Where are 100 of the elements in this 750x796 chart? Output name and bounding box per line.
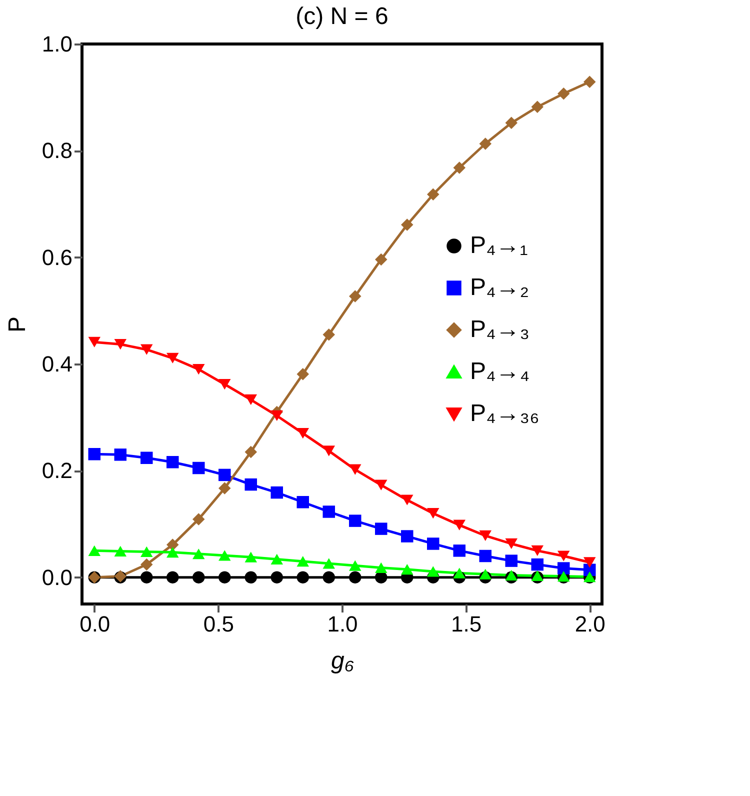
point bbox=[244, 478, 257, 491]
y-tick-label: 0.4 bbox=[42, 352, 72, 376]
point bbox=[505, 554, 518, 567]
point bbox=[557, 550, 570, 562]
point bbox=[531, 100, 544, 114]
y-tick-label: 0.0 bbox=[42, 564, 72, 590]
point bbox=[505, 116, 518, 130]
x-tick-label: 0.5 bbox=[203, 612, 234, 636]
point bbox=[114, 338, 127, 350]
point bbox=[88, 448, 101, 460]
point bbox=[322, 446, 335, 456]
point bbox=[557, 87, 570, 100]
point bbox=[427, 538, 440, 550]
point bbox=[140, 571, 153, 584]
x-axis-title: g₆ bbox=[330, 648, 354, 674]
point bbox=[192, 513, 205, 526]
point bbox=[296, 496, 309, 508]
point bbox=[401, 530, 414, 542]
point bbox=[349, 464, 362, 475]
point bbox=[427, 508, 440, 519]
point bbox=[401, 564, 414, 575]
y-tick-label: 1.0 bbox=[42, 32, 72, 56]
point bbox=[453, 544, 466, 557]
point bbox=[322, 558, 335, 569]
point bbox=[453, 162, 466, 174]
y-tick-label: 0.6 bbox=[42, 244, 72, 270]
point bbox=[140, 452, 153, 464]
chart-title: (c) N = 6 bbox=[296, 3, 388, 30]
point bbox=[401, 494, 414, 506]
point bbox=[218, 378, 231, 390]
point bbox=[349, 290, 362, 302]
point bbox=[270, 571, 283, 584]
point bbox=[166, 352, 179, 364]
point bbox=[583, 557, 596, 568]
point bbox=[349, 560, 362, 571]
legend-label: P₄→₂ bbox=[470, 274, 530, 301]
point bbox=[375, 522, 388, 535]
y-axis-title: P bbox=[4, 316, 31, 333]
point bbox=[140, 344, 153, 355]
point bbox=[192, 571, 205, 584]
point bbox=[531, 545, 544, 556]
x-tick-label: 2.0 bbox=[574, 612, 606, 636]
point bbox=[479, 138, 492, 150]
point bbox=[270, 486, 283, 499]
point bbox=[218, 571, 231, 584]
legend-label: P₄→₁ bbox=[470, 232, 528, 259]
point bbox=[505, 538, 518, 550]
point bbox=[531, 558, 544, 571]
point bbox=[349, 514, 362, 527]
point bbox=[166, 571, 179, 584]
point bbox=[453, 568, 466, 578]
point bbox=[349, 571, 362, 584]
point bbox=[296, 368, 309, 380]
legend-label: P₄→₄ bbox=[470, 358, 530, 385]
x-tick-label: 0.0 bbox=[80, 612, 110, 636]
point bbox=[244, 571, 257, 584]
point bbox=[270, 410, 283, 422]
point bbox=[479, 568, 492, 580]
point bbox=[453, 520, 466, 530]
point bbox=[244, 552, 257, 562]
point bbox=[218, 482, 231, 494]
point bbox=[427, 566, 440, 577]
point bbox=[479, 550, 492, 562]
point bbox=[296, 428, 309, 439]
point bbox=[322, 571, 335, 584]
point bbox=[192, 548, 205, 560]
point bbox=[479, 530, 492, 542]
point bbox=[166, 538, 179, 551]
point bbox=[427, 188, 440, 201]
point bbox=[583, 76, 596, 88]
point bbox=[270, 554, 283, 565]
point bbox=[140, 546, 153, 558]
legend-label: P₄→₃ bbox=[470, 316, 530, 343]
point bbox=[322, 328, 335, 341]
point bbox=[88, 545, 101, 556]
y-tick-label: 0.2 bbox=[42, 458, 72, 484]
point bbox=[218, 468, 231, 482]
y-tick-label: 0.8 bbox=[42, 138, 72, 164]
point bbox=[557, 562, 570, 574]
point bbox=[244, 394, 257, 406]
point bbox=[192, 364, 205, 375]
point bbox=[88, 336, 101, 348]
point bbox=[401, 218, 414, 231]
point bbox=[375, 562, 388, 574]
point bbox=[322, 506, 335, 518]
legend-label: P₄→₃₆ bbox=[470, 400, 540, 427]
point bbox=[296, 571, 309, 584]
point bbox=[114, 448, 127, 461]
point bbox=[192, 462, 205, 474]
point bbox=[296, 556, 309, 567]
point bbox=[166, 546, 179, 558]
point bbox=[244, 446, 257, 458]
x-tick-label: 1.5 bbox=[451, 612, 482, 636]
point bbox=[166, 456, 179, 468]
point bbox=[375, 253, 388, 266]
point bbox=[505, 570, 518, 581]
point bbox=[375, 480, 388, 490]
point bbox=[114, 546, 127, 557]
point bbox=[140, 558, 153, 571]
point bbox=[218, 550, 231, 561]
